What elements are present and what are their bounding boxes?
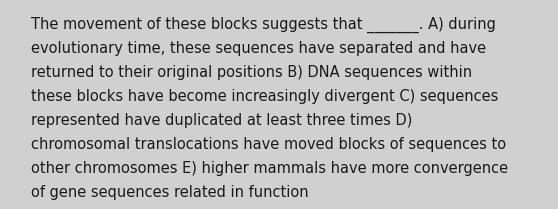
Text: chromosomal translocations have moved blocks of sequences to: chromosomal translocations have moved bl…: [31, 137, 506, 152]
Text: these blocks have become increasingly divergent C) sequences: these blocks have become increasingly di…: [31, 89, 498, 104]
Text: returned to their original positions B) DNA sequences within: returned to their original positions B) …: [31, 65, 472, 80]
Text: The movement of these blocks suggests that _______. A) during: The movement of these blocks suggests th…: [31, 17, 496, 33]
Text: represented have duplicated at least three times D): represented have duplicated at least thr…: [31, 113, 412, 128]
Text: other chromosomes E) higher mammals have more convergence: other chromosomes E) higher mammals have…: [31, 161, 508, 176]
Text: of gene sequences related in function: of gene sequences related in function: [31, 185, 309, 200]
Text: evolutionary time, these sequences have separated and have: evolutionary time, these sequences have …: [31, 41, 486, 56]
